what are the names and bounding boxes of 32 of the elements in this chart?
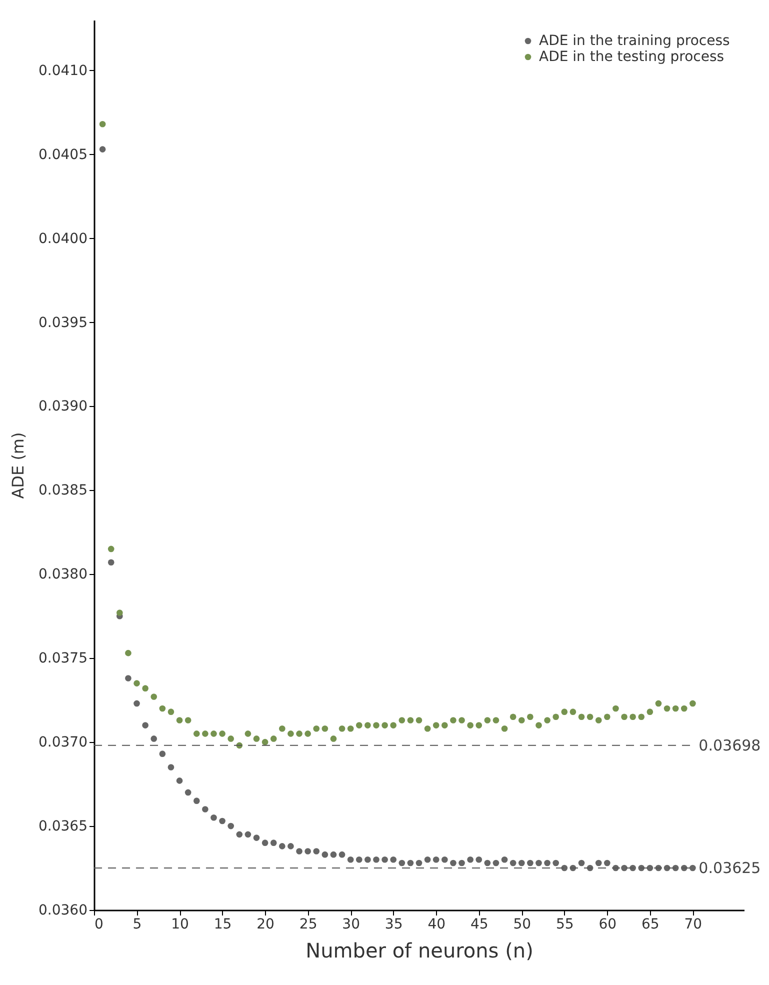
x-tick-label: 25 [299, 916, 318, 932]
x-tick-label: 30 [342, 916, 360, 932]
y-tick-label: 0.0400 [38, 230, 88, 247]
ref-line-label: 0.03698 [698, 736, 761, 754]
y-tick-label: 0.0365 [38, 818, 88, 835]
y-tick-label: 0.0390 [38, 398, 88, 415]
y-tick-label: 0.0405 [38, 146, 88, 163]
x-tick-label: 70 [684, 916, 702, 932]
y-tick-label: 0.0385 [38, 482, 88, 499]
x-tick-label: 5 [132, 916, 142, 932]
ref-line-label: 0.03625 [698, 859, 761, 878]
x-tick-label: 40 [428, 916, 446, 932]
legend-label: ADE in the training process [539, 33, 730, 49]
y-tick-label: 0.0380 [38, 566, 88, 583]
x-tick-label: 65 [642, 916, 660, 932]
x-tick-label: 60 [598, 916, 617, 932]
x-tick-label: 0 [94, 916, 104, 932]
x-tick-label: 45 [470, 916, 488, 932]
y-tick-label: 0.0395 [38, 314, 88, 331]
x-tick-label: 10 [171, 916, 189, 932]
y-tick-label: 0.0375 [38, 650, 88, 667]
x-tick-label: 35 [384, 916, 403, 932]
y-tick-label: 0.0360 [38, 902, 88, 918]
x-tick-label: 15 [214, 916, 232, 932]
x-tick-label: 50 [513, 916, 532, 932]
x-axis-title: Number of neurons (n) [306, 938, 534, 962]
y-axis-title: ADE (m) [8, 432, 28, 499]
y-tick-label: 0.0370 [38, 734, 88, 751]
x-tick-label: 55 [556, 916, 574, 932]
legend-label: ADE in the testing process [539, 49, 724, 65]
x-tick-label: 20 [256, 916, 274, 932]
y-tick-label: 0.0410 [38, 62, 88, 79]
